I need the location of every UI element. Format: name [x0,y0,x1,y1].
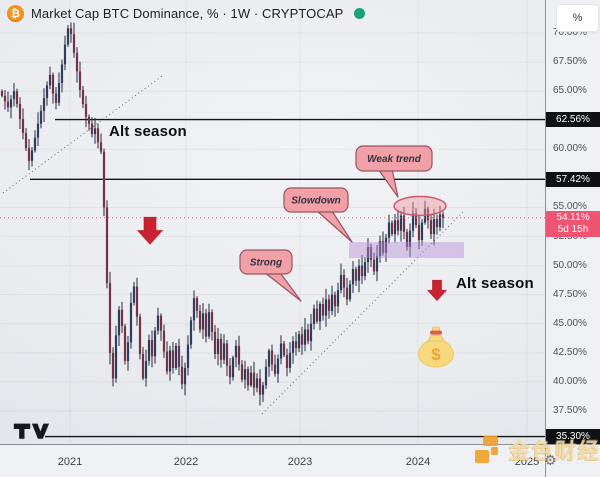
bar-countdown: 5d 15h [557,224,589,236]
bubble-label: Weak trend [367,154,422,165]
candlestick-series [0,22,445,406]
percent-scale-button[interactable]: % [556,4,599,32]
time-axis-separator [0,444,600,445]
market-status-icon[interactable] [354,8,366,19]
price-tick-label: 45.00% [553,317,587,329]
price-tick-label: 37.50% [553,404,587,416]
chart-pane[interactable] [0,0,545,443]
last-price-value: 54.11% [556,212,590,224]
bubble-label: Strong [250,258,282,269]
price-tick-label: 47.50% [553,288,587,300]
bitcoin-icon: ₿ [7,5,24,22]
support-zone-rect[interactable] [349,242,464,258]
last-price-badge: 54.11% 5d 15h [546,211,600,238]
year-label: 2024 [405,456,431,468]
svg-text:$: $ [431,345,441,364]
highlight-ellipse[interactable] [393,195,447,217]
speech-bubble[interactable]: Strong [239,249,302,302]
price-tick-label: 67.50% [553,56,587,68]
price-tick-label: 60.00% [553,143,587,155]
price-tick-label: 55.00% [553,201,587,213]
down-arrow[interactable] [426,279,448,302]
price-tick-label: 40.00% [553,375,587,387]
year-label: 2025 [514,456,540,468]
symbol-title[interactable]: Market Cap BTC Dominance, % · 1W · CRYPT… [31,6,344,21]
down-arrow[interactable] [136,216,164,245]
gear-icon[interactable]: ⚙ [544,453,557,469]
tradingview-logo[interactable] [13,423,50,439]
speech-bubble[interactable]: Slowdown [283,187,353,243]
dotted-trendlines[interactable] [2,75,464,415]
speech-bubble[interactable]: Weak trend [355,145,433,198]
price-tick-label: 70.00% [553,27,587,38]
grid [0,0,545,443]
price-axis[interactable] [546,0,600,477]
year-label: 2023 [287,456,313,468]
price-axis-separator [545,0,546,477]
price-level-badge: 62.56% [546,112,600,128]
money-bag-icon: $ [417,326,455,368]
speech-bubbles[interactable]: Weak trend Slowdown Strong [239,145,433,302]
watermark-text: 金色财经 [509,440,600,463]
watermark: 金色财经 [474,435,600,465]
alt-season-label-top[interactable]: Alt season [109,123,187,140]
down-arrows[interactable] [136,216,448,302]
price-tick-label: 42.50% [553,346,587,358]
symbol-header[interactable]: ₿ Market Cap BTC Dominance, % · 1W · CRY… [7,5,366,22]
price-tick-label: 50.00% [553,259,587,271]
year-label: 2022 [173,456,199,468]
watermark-logo-icon [475,436,498,463]
price-level-badge: 57.42% [546,171,600,187]
price-tick-label: 65.00% [553,85,587,97]
bubble-label: Slowdown [291,196,340,207]
year-label: 2021 [57,456,83,468]
time-axis[interactable] [0,444,600,477]
price-level-badge: 35.30% [546,429,600,445]
horizontal-level-lines[interactable] [30,118,545,438]
alt-season-label-right[interactable]: Alt season [456,275,534,292]
